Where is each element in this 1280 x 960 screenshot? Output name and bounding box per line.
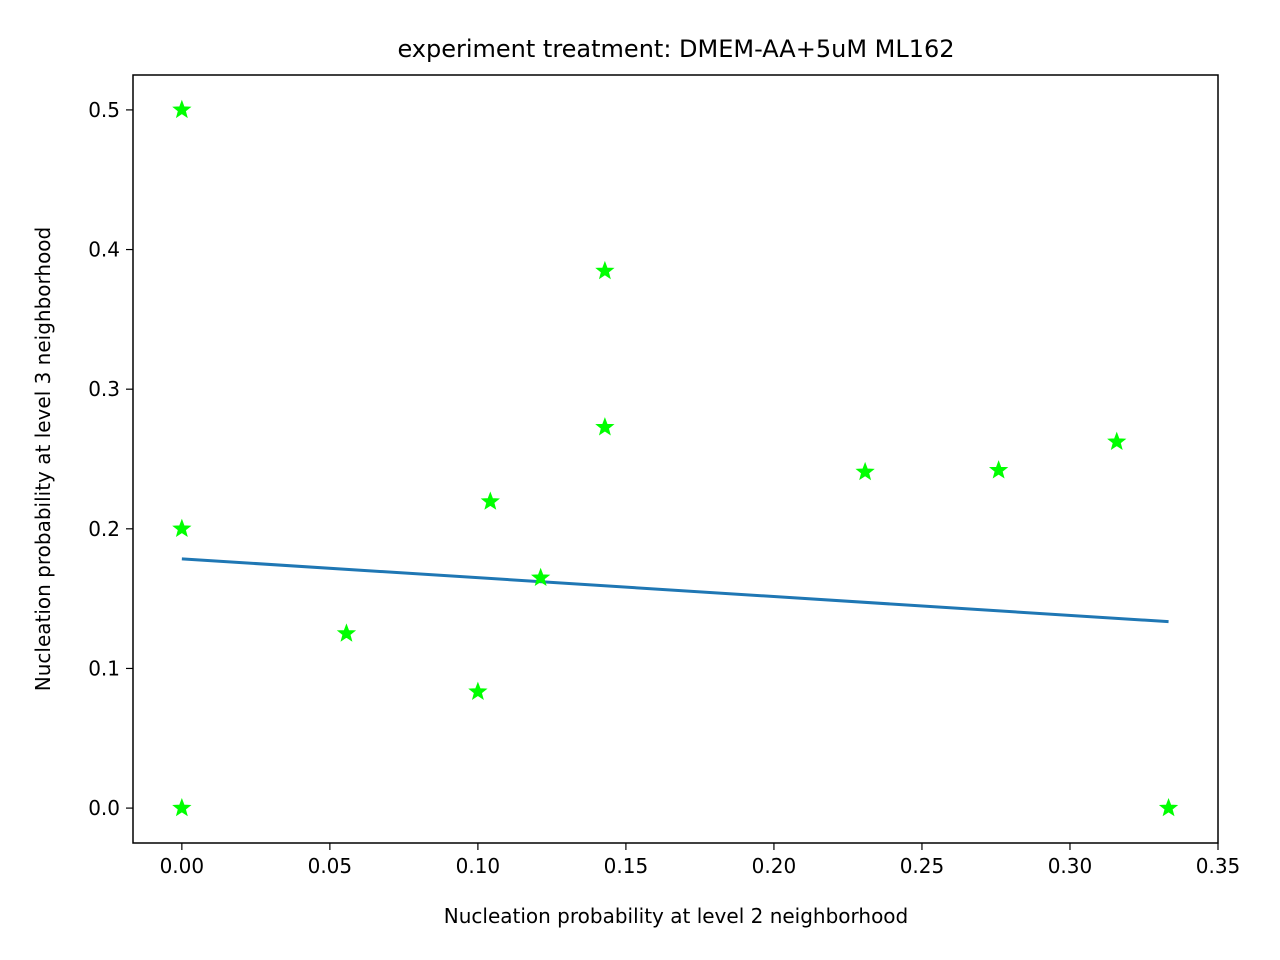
x-tick-label: 0.10 (456, 854, 501, 878)
y-tick-label: 0.2 (88, 517, 120, 541)
x-tick-label: 0.20 (752, 854, 797, 878)
y-tick-label: 0.5 (88, 98, 120, 122)
data-point (172, 518, 192, 538)
data-point (1158, 797, 1179, 817)
data-point (531, 567, 551, 587)
y-axis: 0.0 0.1 0.2 0.3 0.4 0.5 (88, 98, 133, 820)
data-point (595, 417, 615, 436)
x-axis-label: Nucleation probability at level 2 neighb… (444, 904, 909, 928)
data-point (595, 260, 615, 280)
regression-line (181, 557, 1169, 624)
data-point (855, 461, 875, 481)
x-tick-label: 0.30 (1048, 854, 1093, 878)
y-tick-label: 0.4 (88, 238, 120, 262)
chart-title: experiment treatment: DMEM-AA+5uM ML162 (397, 35, 954, 63)
plot-frame (132, 74, 1219, 844)
y-tick-label: 0.0 (88, 796, 120, 820)
plot-area (172, 99, 1179, 817)
data-point (480, 491, 500, 510)
x-tick-label: 0.15 (604, 854, 649, 878)
x-tick-label: 0.35 (1196, 854, 1241, 878)
data-point (172, 99, 192, 119)
data-point (988, 460, 1009, 479)
data-point (468, 681, 488, 700)
y-axis-label: Nucleation probability at level 3 neighb… (31, 227, 55, 692)
data-point (1107, 431, 1127, 451)
data-point (336, 623, 357, 642)
x-tick-label: 0.25 (900, 854, 945, 878)
x-tick-label: 0.00 (160, 854, 205, 878)
y-tick-label: 0.1 (88, 656, 120, 680)
data-point (172, 797, 192, 817)
y-tick-label: 0.3 (88, 377, 120, 401)
x-axis: 0.00 0.05 0.10 0.15 0.20 0.25 0.30 0.35 (160, 843, 1241, 878)
x-tick-label: 0.05 (308, 854, 353, 878)
